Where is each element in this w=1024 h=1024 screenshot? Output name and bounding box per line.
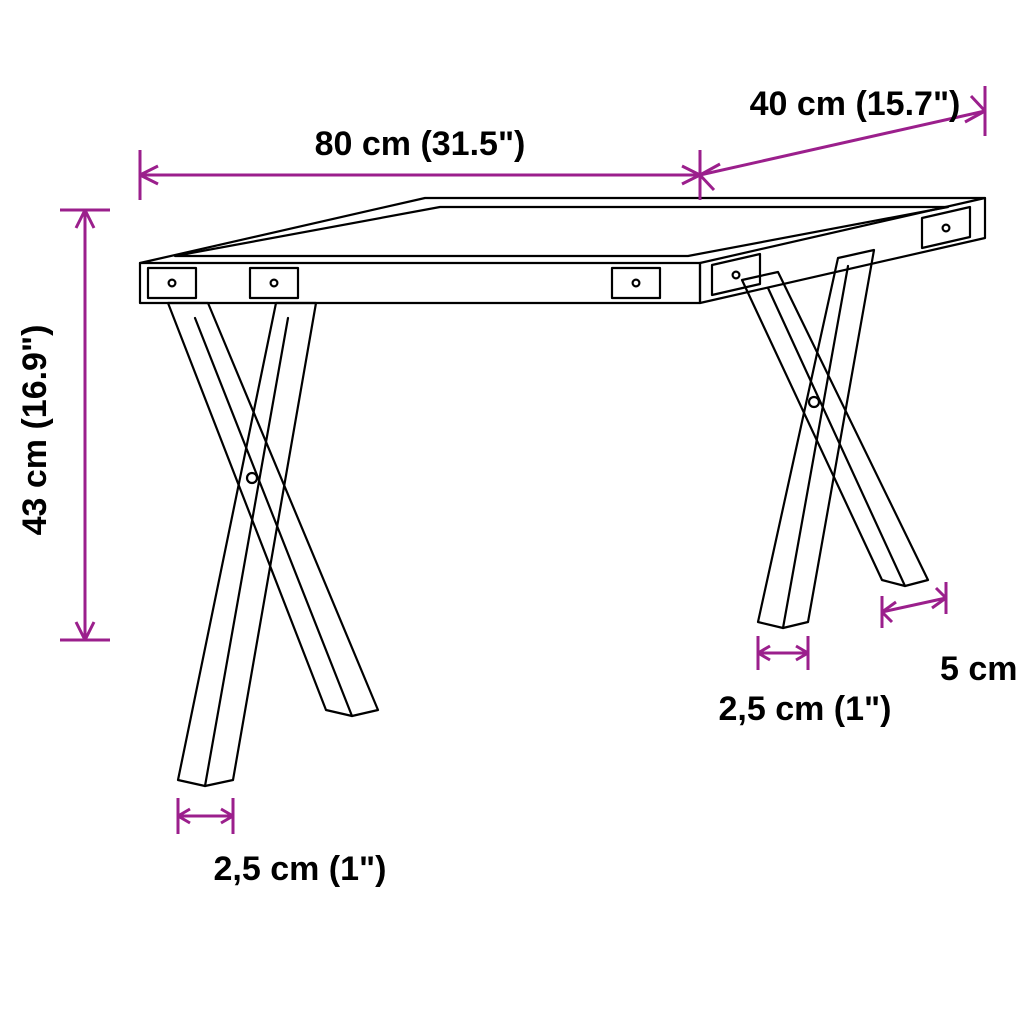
diagram-canvas: 80 cm (31.5") 40 cm (15.7") 43 cm (16.9"… (0, 0, 1024, 1024)
label-leg-back-d: 5 cm (2") (940, 650, 1024, 688)
label-height: 43 cm (16.9") (16, 325, 54, 536)
dimension-labels: 80 cm (31.5") 40 cm (15.7") 43 cm (16.9"… (16, 85, 1024, 888)
dim-height (60, 210, 110, 640)
label-depth: 40 cm (15.7") (750, 85, 961, 123)
dim-leg-front (178, 798, 233, 834)
dim-leg-back-w (758, 636, 808, 670)
label-leg-back-w: 2,5 cm (1") (719, 690, 892, 728)
label-leg-front: 2,5 cm (1") (214, 850, 387, 888)
dim-leg-back-d (882, 582, 946, 628)
label-width: 80 cm (31.5") (315, 125, 526, 163)
